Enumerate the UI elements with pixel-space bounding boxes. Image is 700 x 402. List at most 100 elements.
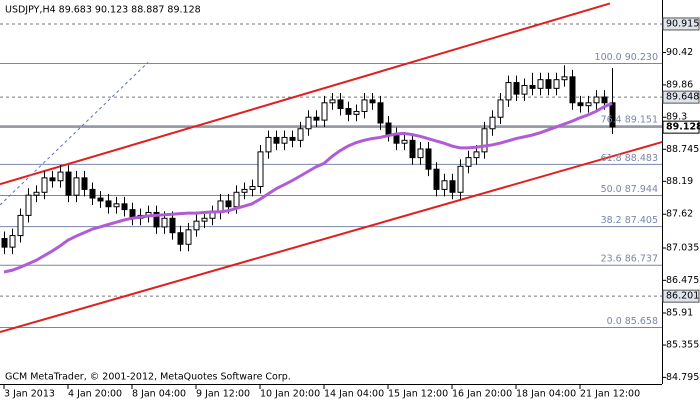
candle-body — [97, 197, 104, 202]
x-tick-label: 10 Jan 20:00 — [260, 389, 320, 400]
candle-body — [153, 211, 160, 228]
x-tick-label: 4 Jan 20:00 — [68, 389, 122, 400]
candle-body — [297, 128, 304, 141]
candle-body — [121, 203, 128, 211]
candle-body — [353, 110, 360, 115]
y-tick-label: 84.795 — [666, 372, 699, 383]
candle-body — [89, 188, 96, 199]
candle-body — [57, 171, 64, 182]
candle-body — [593, 96, 600, 104]
price-box-label: 90.915 — [666, 18, 699, 29]
candle-body — [313, 116, 320, 121]
trendline — [0, 2, 611, 186]
candle-body — [433, 168, 440, 190]
candle-body — [481, 128, 488, 153]
candle-body — [241, 188, 248, 193]
candle-body — [289, 136, 296, 141]
candle-body — [409, 139, 416, 159]
candle-body — [521, 84, 528, 95]
candle-body — [553, 79, 560, 89]
x-tick-label: 15 Jan 12:00 — [388, 389, 448, 400]
y-tick-label: 88.19 — [666, 176, 693, 187]
candle-body — [161, 217, 168, 228]
price-box-label: 86.201 — [666, 291, 699, 302]
candle-body — [393, 134, 400, 144]
candle-body — [113, 203, 120, 208]
candle-body — [489, 116, 496, 130]
fibo-label: 38.2 87.405 — [601, 215, 658, 226]
candle-body — [265, 136, 272, 153]
candle-body — [497, 99, 504, 118]
candle-body — [361, 99, 368, 112]
price-box — [662, 120, 700, 134]
y-tick-label: 85.355 — [666, 340, 699, 351]
candle-body — [569, 76, 576, 104]
candle-body — [513, 82, 520, 95]
candle-body — [473, 151, 480, 159]
candle-body — [601, 96, 608, 104]
y-tick-label: 89.3 — [666, 112, 687, 123]
candle-body — [249, 186, 256, 190]
fibo-label: 23.6 86.737 — [601, 254, 658, 265]
price-box — [662, 90, 700, 104]
fibo-label: 0.0 85.658 — [607, 316, 658, 327]
candle-body — [193, 220, 200, 231]
fibo-label: 50.0 87.944 — [601, 184, 658, 195]
y-tick-label: 90.42 — [666, 47, 693, 58]
candle-body — [321, 102, 328, 121]
y-tick-label: 85.91 — [666, 307, 693, 318]
candle-body — [337, 99, 344, 110]
candle-body — [425, 148, 432, 170]
candle-body — [41, 177, 48, 193]
candle-body — [81, 177, 88, 190]
candle-body — [33, 191, 40, 196]
candle-body — [225, 200, 232, 208]
candle-body — [25, 194, 32, 216]
dashed-line — [0, 62, 149, 206]
y-tick-label: 86.475 — [666, 275, 699, 286]
x-tick-label: 9 Jan 12:00 — [196, 389, 250, 400]
candle-body — [441, 180, 448, 190]
x-tick-label: 14 Jan 04:00 — [324, 389, 384, 400]
x-tick-label: 21 Jan 12:00 — [580, 389, 640, 400]
x-tick-label: 8 Jan 04:00 — [132, 389, 186, 400]
candle-body — [457, 165, 464, 193]
candle-body — [17, 214, 24, 237]
fibo-label: 61.8 88.483 — [601, 153, 658, 164]
x-tick-label: 16 Jan 20:00 — [452, 389, 512, 400]
candle-body — [585, 102, 592, 107]
candle-body — [529, 84, 536, 89]
candle-body — [281, 136, 288, 144]
candle-body — [577, 102, 584, 107]
candle-body — [545, 79, 552, 89]
candle-body — [385, 122, 392, 136]
candle-body — [561, 76, 568, 81]
candle-body — [377, 102, 384, 124]
candle-body — [369, 99, 376, 104]
candle-body — [9, 235, 16, 248]
fibo-label: 76.4 89.151 — [601, 114, 658, 125]
fibo-label: 100.0 90.230 — [595, 52, 658, 63]
candle-body — [401, 139, 408, 144]
candle-body — [345, 108, 352, 115]
y-tick-label: 87.62 — [666, 209, 693, 220]
candle-body — [73, 177, 80, 196]
price-box — [662, 289, 700, 303]
candle-body — [177, 232, 184, 245]
trendline — [0, 141, 663, 333]
price-box-label: 89.648 — [666, 92, 699, 103]
y-tick-label: 87.035 — [666, 243, 699, 254]
candle-body — [465, 157, 472, 167]
candle-body — [273, 136, 280, 144]
candle-body — [65, 171, 72, 196]
candle-body — [609, 102, 616, 128]
candle-body — [185, 229, 192, 245]
y-tick-label: 89.86 — [666, 79, 693, 90]
candle-body — [537, 79, 544, 89]
moving-average — [3, 101, 613, 274]
candle-body — [257, 151, 264, 188]
y-tick-label: 88.745 — [666, 144, 699, 155]
candle-body — [329, 99, 336, 104]
price-box-label: 89.128 — [666, 122, 700, 133]
